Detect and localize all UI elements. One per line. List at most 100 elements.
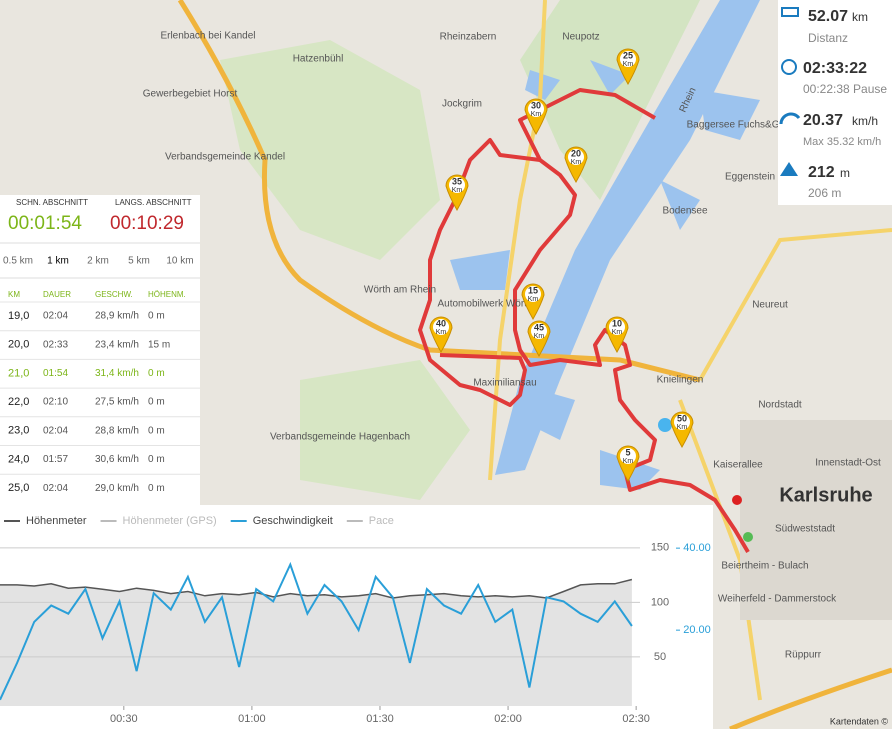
map-label: Verbandsgemeinde Kandel xyxy=(165,152,285,163)
marker-unit: Km xyxy=(623,61,634,68)
marker-unit: Km xyxy=(612,329,623,336)
split-option[interactable]: 5 km xyxy=(128,256,150,267)
table-cell: 20,0 xyxy=(8,339,29,351)
table-cell: 27,5 km/h xyxy=(95,397,139,408)
x-tick-label: 02:00 xyxy=(494,713,522,725)
chart-panel: Höhenmeter Höhenmeter (GPS) Geschwindigkei… xyxy=(0,505,713,729)
marker-inner xyxy=(528,101,544,117)
label: LANGS. ABSCHNITT xyxy=(115,198,192,207)
elevation-area xyxy=(0,579,632,706)
split-option[interactable]: 0.5 km xyxy=(3,256,33,267)
legend-item[interactable]: Geschwindigkeit xyxy=(253,515,333,527)
marker-unit: Km xyxy=(452,187,463,194)
table-cell: 0 m xyxy=(148,483,165,494)
stats-panel: 52.07 km Distanz 02:33:22 00:22:38 Pause… xyxy=(778,0,892,205)
table-cell: 21,0 xyxy=(8,367,29,379)
marker-unit: Km xyxy=(528,296,539,303)
legend-item[interactable]: Höhenmeter (GPS) xyxy=(123,515,217,527)
map-label: Neupotz xyxy=(562,32,599,43)
pause: 00:22:38 Pause xyxy=(803,82,887,96)
y-tick-label: 100 xyxy=(651,596,669,608)
elevation-sub: 206 m xyxy=(808,186,841,200)
marker-inner xyxy=(433,319,449,335)
map-label: Nordstadt xyxy=(758,400,802,411)
series-line xyxy=(0,561,633,701)
map-label: Baggersee Fuchs&Gros xyxy=(687,120,794,131)
speed: 20.37 xyxy=(803,112,843,129)
map-label: Weiherfeld - Dammerstock xyxy=(718,594,837,605)
table-cell: 01:57 xyxy=(43,454,68,465)
y2-tick-label: 20.00 xyxy=(683,624,711,636)
table-cell: 22,0 xyxy=(8,396,29,408)
split-option[interactable]: 10 km xyxy=(166,256,193,267)
map-label: Kaiserallee xyxy=(713,460,763,471)
table-cell: 29,0 km/h xyxy=(95,483,139,494)
marker-unit: Km xyxy=(531,111,542,118)
slow-split: 00:10:29 xyxy=(110,213,184,234)
map-label: Bodensee xyxy=(662,206,707,217)
table-cell: 28,9 km/h xyxy=(95,311,139,322)
marker-num: 25 xyxy=(623,50,633,60)
marker-num: 45 xyxy=(534,322,544,332)
unit: m xyxy=(840,166,850,180)
map-label: Innenstadt-Ost xyxy=(815,458,881,469)
map-label: Wörth am Rhein xyxy=(364,285,436,296)
y-tick-label: 150 xyxy=(651,542,669,554)
table-cell: 31,4 km/h xyxy=(95,368,139,379)
marker-unit: Km xyxy=(571,159,582,166)
marker-num: 40 xyxy=(436,318,446,328)
series-line xyxy=(0,578,633,599)
label: SCHN. ABSCHNITT xyxy=(16,198,88,207)
map-label: Maximiliansau xyxy=(473,378,536,389)
legend-item[interactable]: Höhenmeter xyxy=(26,515,87,527)
marker-num: 20 xyxy=(571,148,581,158)
table-cell: 02:33 xyxy=(43,339,68,350)
table-cell: 23,4 km/h xyxy=(95,339,139,350)
table-cell: 24,0 xyxy=(8,453,29,465)
map-label: Erlenbach bei Kandel xyxy=(160,31,255,42)
table-cell: 02:10 xyxy=(43,397,68,408)
table-cell: 02:04 xyxy=(43,311,68,322)
splits-panel: SCHN. ABSCHNITT LANGS. ABSCHNITT 00:01:5… xyxy=(0,195,200,505)
map-label: Knielingen xyxy=(657,375,704,386)
fast-split: 00:01:54 xyxy=(8,213,82,234)
duration: 02:33:22 xyxy=(803,60,867,77)
table-header: GESCHW. xyxy=(95,290,133,299)
city-label: Karlsruhe xyxy=(779,484,872,506)
marker-inner xyxy=(674,414,690,430)
x-tick-label: 01:30 xyxy=(366,713,394,725)
marker-unit: Km xyxy=(677,424,688,431)
attribution: Kartendaten © xyxy=(830,716,889,726)
table-cell: 23,0 xyxy=(8,425,29,437)
unit: km xyxy=(852,10,868,24)
split-option[interactable]: 2 km xyxy=(87,256,109,267)
marker-inner xyxy=(525,286,541,302)
marker-num: 10 xyxy=(612,318,622,328)
y-tick-label: 50 xyxy=(654,651,666,663)
split-option[interactable]: 1 km xyxy=(47,256,69,267)
map-label: Verbandsgemeinde Hagenbach xyxy=(270,432,410,443)
table-header: KM xyxy=(8,290,20,299)
table-cell: 02:04 xyxy=(43,483,68,494)
unit: km/h xyxy=(852,114,878,128)
table-header: DAUER xyxy=(43,290,71,299)
marker-unit: Km xyxy=(623,458,634,465)
marker-num: 35 xyxy=(452,176,462,186)
distance: 52.07 xyxy=(808,8,848,25)
table-cell: 0 m xyxy=(148,397,165,408)
map-label: Eggenstein xyxy=(725,172,775,183)
y2-tick-label: 40.00 xyxy=(683,542,711,554)
x-tick-label: 02:30 xyxy=(622,713,650,725)
map-label: Gewerbegebiet Horst xyxy=(143,89,238,100)
legend-item[interactable]: Pace xyxy=(369,515,394,527)
x-tick-label: 00:30 xyxy=(110,713,138,725)
table-cell: 0 m xyxy=(148,311,165,322)
marker-num: 15 xyxy=(528,285,538,295)
marker-inner xyxy=(620,51,636,67)
marker-inner xyxy=(531,323,547,339)
